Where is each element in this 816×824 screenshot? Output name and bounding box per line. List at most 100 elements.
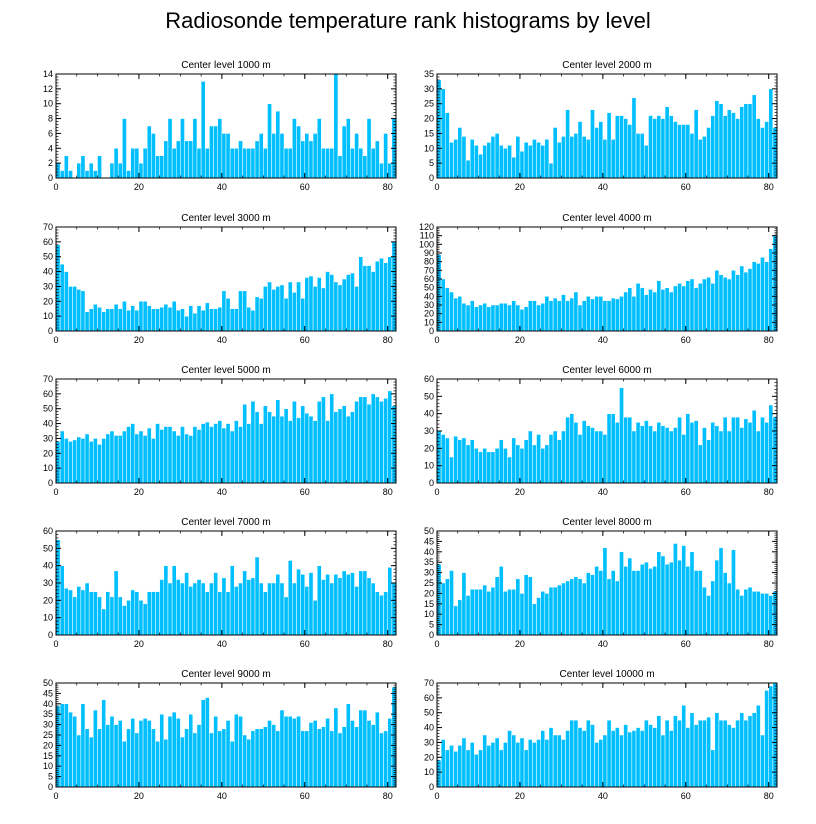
- plot-frame: [436, 73, 778, 179]
- bar: [751, 94, 757, 179]
- bar: [366, 404, 372, 484]
- bar: [764, 422, 769, 484]
- bar: [142, 718, 148, 788]
- bar: [325, 718, 330, 788]
- bar: [180, 118, 185, 179]
- bar: [229, 308, 235, 332]
- bar: [548, 300, 554, 332]
- bar: [113, 304, 119, 332]
- bar: [379, 257, 384, 332]
- bar: [573, 576, 579, 636]
- bar: [503, 591, 508, 636]
- bar: [283, 716, 289, 788]
- bar: [370, 582, 376, 636]
- y-tick-label: 20: [43, 595, 53, 605]
- bar: [246, 579, 252, 636]
- bar: [151, 728, 156, 788]
- x-tick-label: 60: [681, 335, 691, 345]
- x-tick-label: 80: [764, 335, 774, 345]
- bar: [142, 148, 148, 179]
- bar: [602, 547, 608, 636]
- bar: [296, 417, 301, 484]
- bar: [747, 268, 753, 332]
- x-tick-label: 60: [300, 335, 310, 345]
- panel-title: Center level 6000 m: [562, 365, 652, 376]
- bar: [714, 270, 720, 332]
- bar: [72, 286, 77, 332]
- bar: [151, 438, 156, 484]
- bar: [552, 430, 558, 484]
- bar: [635, 570, 641, 636]
- bar: [229, 148, 235, 179]
- bar: [590, 574, 595, 636]
- bar: [308, 140, 314, 179]
- bar: [689, 133, 695, 179]
- bar: [350, 572, 355, 636]
- bar: [246, 306, 252, 332]
- bar: [565, 730, 570, 788]
- bar: [246, 738, 252, 788]
- bar: [768, 404, 774, 484]
- bar: [329, 274, 335, 332]
- bar: [254, 728, 260, 788]
- bar: [366, 265, 372, 332]
- bar: [300, 730, 306, 788]
- bar: [175, 140, 181, 179]
- bar: [383, 262, 388, 332]
- panel-title: Center level 10000 m: [559, 669, 654, 680]
- bar: [242, 570, 247, 636]
- bar: [238, 426, 243, 484]
- bar: [113, 435, 119, 484]
- bar: [333, 411, 339, 484]
- bar: [722, 719, 728, 788]
- y-tick-label: 0: [48, 173, 53, 183]
- y-tick-label: 50: [424, 391, 434, 401]
- bar: [722, 277, 728, 332]
- bar: [155, 591, 160, 636]
- bar: [246, 423, 252, 484]
- bar: [739, 265, 745, 332]
- bar: [490, 304, 496, 332]
- bar: [68, 711, 73, 788]
- bar: [685, 280, 691, 332]
- bar: [229, 565, 235, 636]
- bar: [171, 711, 177, 788]
- bar: [325, 420, 330, 484]
- bar: [706, 439, 711, 484]
- bar: [639, 564, 645, 636]
- y-tick-label: 40: [424, 291, 434, 301]
- bar: [258, 728, 264, 788]
- y-tick-label: 50: [43, 543, 53, 553]
- bar: [735, 118, 740, 179]
- bar: [341, 405, 347, 484]
- bar: [503, 303, 508, 332]
- bar: [486, 745, 492, 788]
- bar: [117, 162, 123, 179]
- bar: [465, 159, 471, 179]
- y-tick-label: 10: [424, 143, 434, 153]
- bar: [577, 121, 583, 179]
- bar: [677, 719, 682, 788]
- y-tick-label: 0: [429, 782, 434, 792]
- bar: [503, 742, 508, 788]
- bar: [743, 418, 749, 484]
- bar: [209, 308, 214, 332]
- bar: [337, 408, 343, 484]
- bar: [271, 289, 277, 332]
- bar: [93, 170, 98, 179]
- bar: [287, 716, 293, 788]
- bar: [660, 289, 666, 332]
- bar: [333, 73, 339, 179]
- bar: [254, 411, 260, 484]
- y-tick-label: 10: [43, 613, 53, 623]
- y-tick-label: 0: [48, 326, 53, 336]
- bar: [221, 728, 227, 788]
- plot-frame: [55, 73, 397, 179]
- bar: [590, 724, 595, 788]
- bar: [540, 145, 546, 179]
- bar: [523, 142, 529, 179]
- bar: [523, 574, 529, 636]
- bar: [731, 416, 736, 484]
- y-tick-label: 20: [424, 443, 434, 453]
- bar: [329, 582, 335, 636]
